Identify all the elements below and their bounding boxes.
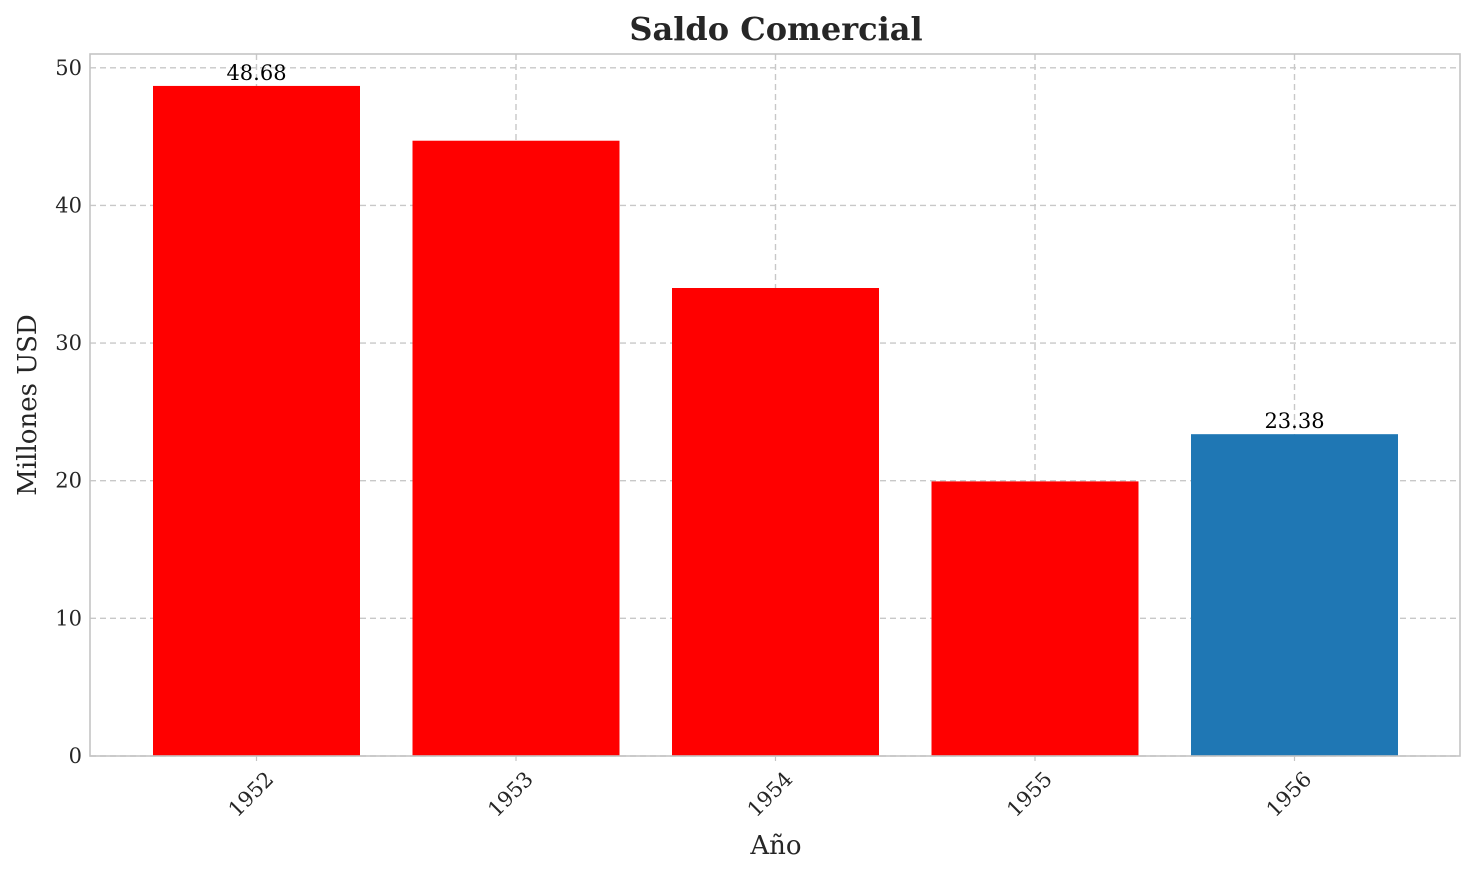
y-axis-ticks: 0 10 20 30 40 50 bbox=[55, 56, 82, 768]
bar-1954 bbox=[672, 288, 879, 756]
data-labels: 48.68 23.38 bbox=[226, 61, 1324, 433]
y-tick-label: 0 bbox=[69, 744, 82, 768]
data-label-1952: 48.68 bbox=[226, 61, 286, 85]
data-label-1956: 23.38 bbox=[1264, 409, 1324, 433]
bar-1952 bbox=[153, 85, 360, 756]
x-axis-label: Año bbox=[749, 831, 801, 861]
bar-1953 bbox=[412, 140, 620, 756]
y-tick-label: 50 bbox=[55, 56, 82, 80]
y-tick-label: 20 bbox=[55, 469, 82, 493]
bars bbox=[153, 85, 1398, 756]
bar-1955 bbox=[931, 481, 1139, 756]
bar-1956 bbox=[1191, 434, 1398, 756]
plot-frame bbox=[89, 53, 1461, 757]
y-tick-label: 40 bbox=[55, 193, 82, 217]
y-axis-label: Millones USD bbox=[13, 314, 43, 496]
chart-title: Saldo Comercial bbox=[629, 10, 922, 48]
y-tick-label: 10 bbox=[55, 606, 82, 630]
y-tick-label: 30 bbox=[55, 331, 82, 355]
